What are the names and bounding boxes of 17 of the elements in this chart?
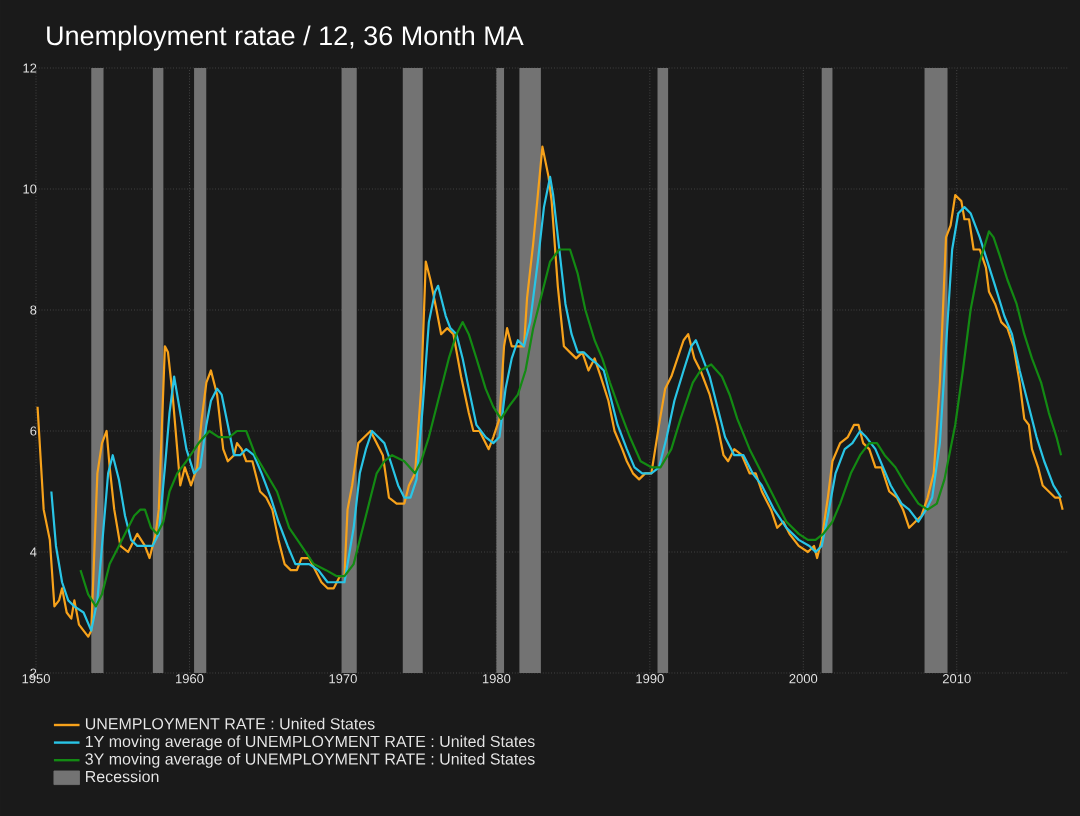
legend-label: 1Y moving average of UNEMPLOYMENT RATE : United States — [85, 735, 535, 751]
chart-title: Unemployment ratae / 12, 36 Month MA — [47, 25, 524, 51]
legend-label: Recession — [86, 770, 159, 783]
x-tick-label: 1990 — [636, 674, 664, 684]
x-tick-label: 1980 — [482, 674, 511, 684]
x-tick-label: 2000 — [789, 674, 818, 684]
legend-label: UNEMPLOYMENT RATE : United States — [85, 717, 375, 730]
y-tick-label: 4 — [30, 547, 37, 557]
legend-label: 3Y moving average of UNEMPLOYMENT RATE : United States — [85, 752, 535, 768]
y-tick-label: 8 — [30, 305, 37, 315]
y-tick-label: 6 — [30, 426, 37, 436]
y-tick-label: 12 — [23, 63, 37, 73]
line-series — [79, 230, 1063, 608]
x-tick-label: 1960 — [176, 674, 204, 684]
x-tick-label: 1970 — [329, 674, 357, 684]
x-tick-label: 2010 — [942, 674, 971, 684]
y-tick-label: 10 — [23, 184, 37, 194]
